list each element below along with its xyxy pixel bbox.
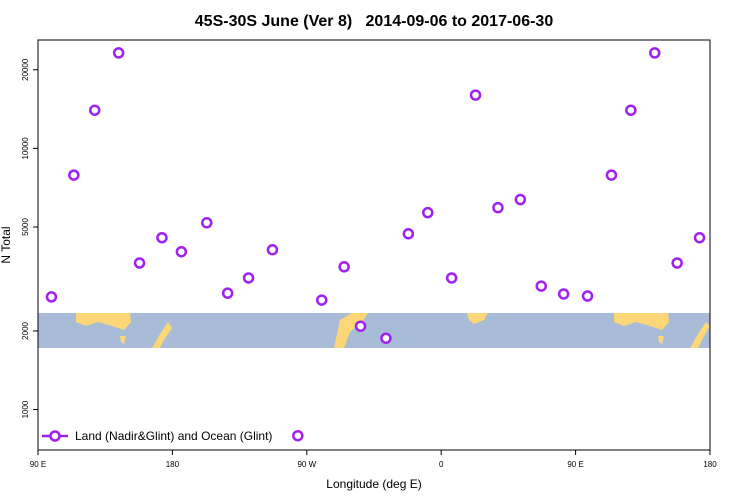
y-tick-label: 1000 (21, 400, 30, 418)
land (152, 322, 172, 348)
data-point (221, 287, 234, 299)
plot-frame (37, 39, 711, 451)
y-tick-label: 10000 (21, 137, 30, 160)
data-point (354, 320, 367, 332)
data-point (45, 291, 58, 303)
data-point (557, 288, 570, 300)
legend-marker (49, 430, 61, 442)
data-point (492, 201, 504, 214)
x-tick-label: 180 (703, 460, 717, 469)
land (76, 313, 131, 330)
data-point (242, 272, 255, 284)
data-point (445, 272, 458, 284)
data-point (200, 217, 213, 229)
data-point (88, 104, 101, 116)
data-point (175, 245, 188, 258)
data-point (625, 104, 637, 116)
data-point (315, 294, 328, 306)
land (614, 313, 669, 330)
x-tick-label: 90 W (297, 460, 316, 469)
y-tick-label: 20000 (21, 58, 30, 81)
data-point (380, 332, 392, 344)
x-tick-label: 0 (439, 460, 444, 469)
data-point (605, 169, 618, 181)
data-point (535, 280, 548, 292)
data-point (156, 231, 168, 244)
data-point (402, 228, 415, 240)
data-point (338, 261, 350, 273)
x-tick-label: 180 (166, 460, 180, 469)
y-tick-label: 2000 (21, 321, 30, 339)
data-point (469, 89, 482, 101)
x-tick-label: 90 E (30, 460, 46, 469)
data-point (112, 47, 125, 59)
y-tick-label: 5000 (21, 218, 30, 236)
data-point (266, 244, 279, 256)
data-point (422, 206, 434, 219)
data-point (133, 257, 146, 269)
ocean-band (38, 313, 710, 348)
data-point (514, 193, 527, 206)
land (467, 313, 488, 324)
legend-label: Land (Nadir&Glint) and Ocean (Glint) (75, 429, 272, 443)
land (690, 322, 710, 348)
land (658, 336, 664, 344)
data-point (671, 257, 683, 269)
chart-title: 45S-30S June (Ver 8) 2014-09-06 to 2017-… (195, 13, 554, 30)
data-point (68, 169, 80, 181)
data-point (648, 47, 661, 59)
data-point (581, 290, 594, 302)
y-axis-label: N Total (0, 226, 13, 263)
data-point (693, 231, 706, 244)
x-axis-label: Longitude (deg E) (326, 477, 421, 491)
x-tick-label: 90 E (567, 460, 583, 469)
map-strip (38, 313, 710, 348)
land (120, 336, 126, 344)
data-point (292, 429, 304, 442)
